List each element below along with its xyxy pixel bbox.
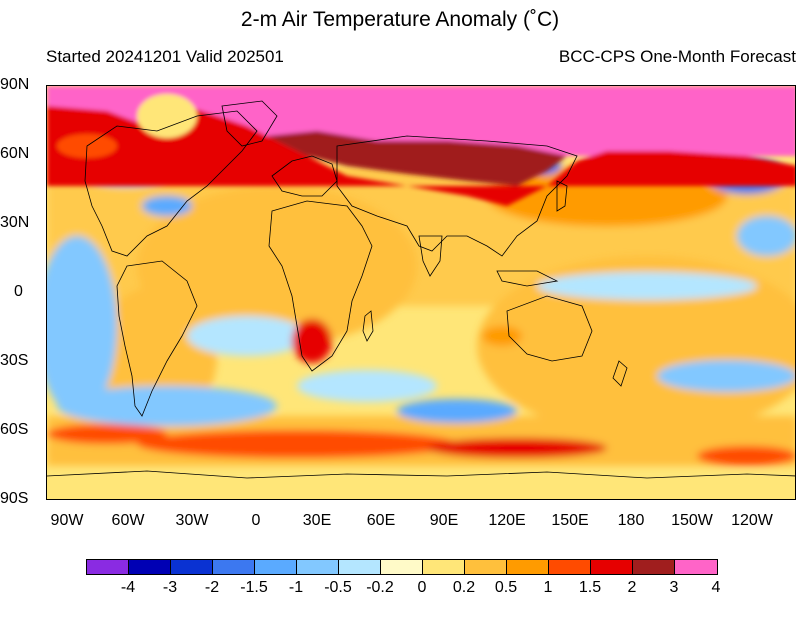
lon-label-90e: 90E [429,512,459,529]
anomaly-map-svg [47,86,795,499]
lon-label-0: 0 [251,512,261,529]
colorbar-swatch [591,560,633,574]
lon-label-180: 180 [617,512,645,529]
colorbar-swatch [129,560,171,574]
lon-label-30e: 30E [302,512,332,529]
colorbar-swatch [465,560,507,574]
lat-label-equator: 0 [14,283,23,300]
colorbar-tick-label: -2 [204,579,220,596]
lon-label-30w: 30W [175,512,209,529]
colorbar-tick-label: -1.5 [240,579,268,596]
colorbar-swatch [381,560,423,574]
colorbar-tick-label: 4 [711,579,721,596]
lon-label-60w: 60W [111,512,145,529]
forecast-dates: Started 20241201 Valid 202501 [46,47,284,66]
coastlines [47,100,795,479]
colorbar-swatch [339,560,381,574]
colorbar [86,559,718,575]
colorbar-swatch [675,560,717,574]
lon-label-60e: 60E [366,512,396,529]
colorbar-tick-label: -0.2 [366,579,394,596]
colorbar-swatch [423,560,465,574]
colorbar-swatch [213,560,255,574]
colorbar-swatch [87,560,129,574]
lat-label-60n: 60N [0,145,30,162]
map-title: 2-m Air Temperature Anomaly (˚C) [240,8,560,31]
colorbar-tick-label: 0 [417,579,427,596]
colorbar-tick-label: 3 [669,579,679,596]
colorbar-swatch [255,560,297,574]
colorbar-tick-label: 2 [627,579,637,596]
lat-label-30s: 30S [0,352,29,369]
colorbar-tick-label: 0.2 [452,579,476,596]
lat-label-90s: 90S [0,490,29,507]
colorbar-tick-label: -1 [288,579,304,596]
antarctic-region [47,479,795,499]
lat-label-90n: 90N [0,76,30,93]
lon-label-120e: 120E [488,512,526,529]
lat-label-60s: 60S [0,421,29,438]
colorbar-swatch [549,560,591,574]
lon-label-150e: 150E [551,512,589,529]
lon-label-120w: 120W [731,512,773,529]
forecast-system: BCC-CPS One-Month Forecast [558,47,796,66]
anomaly-map [46,85,796,500]
colorbar-tick-label: -3 [162,579,178,596]
colorbar-tick-label: 1.5 [578,579,602,596]
lat-label-30n: 30N [0,214,30,231]
colorbar-tick-label: -4 [120,579,136,596]
lon-label-150w: 150W [671,512,713,529]
colorbar-swatch [297,560,339,574]
colorbar-tick-label: -0.5 [324,579,352,596]
colorbar-swatch [633,560,675,574]
colorbar-tick-label: 1 [543,579,553,596]
colorbar-swatch [171,560,213,574]
lon-label-90w: 90W [50,512,84,529]
colorbar-swatch [507,560,549,574]
colorbar-tick-label: 0.5 [494,579,518,596]
arctic-anomaly [47,86,795,206]
